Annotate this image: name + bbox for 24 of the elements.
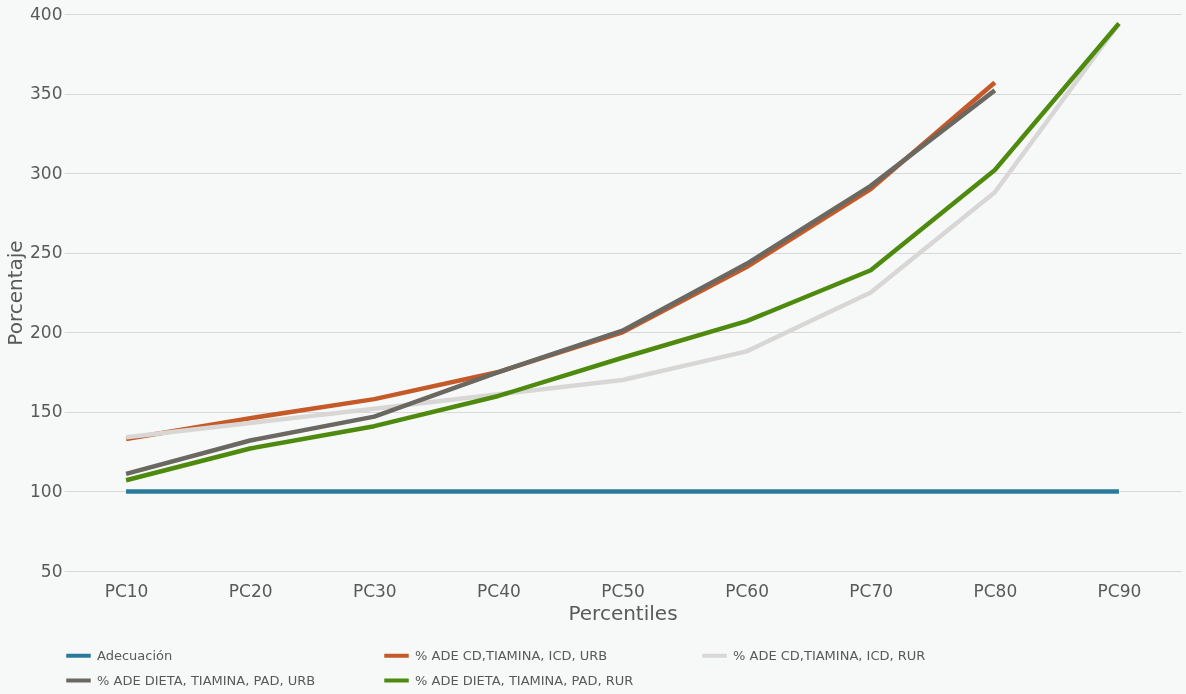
y-tick-label: 100 xyxy=(30,480,63,501)
legend-label: % ADE DIETA, TIAMINA, PAD, RUR xyxy=(415,672,634,688)
x-tick-label: PC70 xyxy=(849,580,894,601)
x-tick-label: PC10 xyxy=(104,580,149,601)
y-tick-label: 200 xyxy=(30,321,63,342)
y-axis-title: Porcentaje xyxy=(3,240,28,346)
legend-label: % ADE CD,TIAMINA, ICD, RUR xyxy=(733,647,926,663)
y-tick-label: 150 xyxy=(30,401,63,422)
y-tick-label: 350 xyxy=(30,83,63,104)
y-tick-label: 50 xyxy=(40,560,63,581)
y-tick-label: 300 xyxy=(30,162,63,183)
x-tick-label: PC90 xyxy=(1097,580,1142,601)
legend-label: Adecuación xyxy=(97,647,173,663)
x-tick-label: PC50 xyxy=(601,580,645,601)
x-tick-label: PC20 xyxy=(228,580,273,601)
x-tick-label: PC30 xyxy=(352,580,397,601)
y-tick-label: 250 xyxy=(30,242,63,263)
y-tick-label: 400 xyxy=(30,3,63,24)
legend-label: % ADE DIETA, TIAMINA, PAD, URB xyxy=(97,672,316,688)
x-tick-label: PC40 xyxy=(477,580,521,601)
x-axis-title: Percentiles xyxy=(568,600,678,625)
x-tick-label: PC60 xyxy=(725,580,769,601)
x-tick-label: PC80 xyxy=(973,580,1018,601)
legend-label: % ADE CD,TIAMINA, ICD, URB xyxy=(415,647,608,663)
